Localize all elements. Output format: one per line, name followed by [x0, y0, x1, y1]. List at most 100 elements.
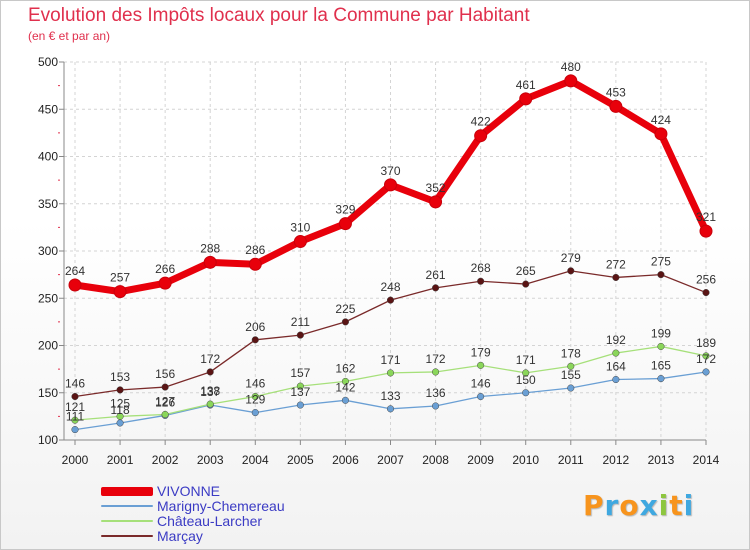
- data-point: [432, 402, 440, 410]
- data-label: 257: [110, 271, 130, 285]
- data-point: [113, 285, 127, 299]
- data-point: [71, 392, 79, 401]
- x-tick-label: 2009: [467, 453, 494, 467]
- data-label: 171: [516, 353, 536, 367]
- data-label: 321: [696, 210, 716, 224]
- data-point: [338, 217, 352, 231]
- data-label: 172: [696, 352, 716, 366]
- x-tick-label: 2005: [287, 453, 314, 467]
- data-label: 164: [606, 360, 626, 374]
- data-label: 172: [200, 352, 220, 366]
- data-point: [474, 129, 488, 143]
- data-point: [203, 255, 217, 269]
- data-label: 118: [111, 403, 130, 417]
- y-tick-label: 400: [38, 150, 58, 164]
- data-point: [341, 318, 349, 326]
- data-point: [477, 361, 485, 369]
- x-tick-label: 2002: [152, 453, 179, 467]
- data-label: 272: [606, 257, 626, 271]
- legend-label: VIVONNE: [157, 483, 221, 499]
- data-point: [68, 278, 82, 292]
- data-point: [386, 296, 395, 304]
- data-point: [296, 331, 304, 339]
- data-point: [519, 92, 533, 106]
- data-point: [116, 419, 124, 427]
- data-label: 286: [245, 243, 265, 257]
- data-label: 129: [245, 393, 265, 407]
- data-label: 264: [65, 264, 85, 278]
- x-tick-label: 2014: [693, 453, 720, 467]
- data-point: [341, 377, 349, 385]
- data-point: [432, 284, 440, 292]
- grid-lines: [64, 61, 707, 441]
- x-tick-label: 2001: [107, 453, 134, 467]
- data-point: [251, 392, 259, 401]
- data-point: [386, 405, 395, 413]
- data-label: 172: [426, 352, 446, 366]
- legend-swatch: [101, 520, 153, 522]
- data-point: [612, 349, 620, 357]
- data-point: [248, 257, 262, 271]
- data-point: [161, 410, 169, 419]
- data-point: [699, 224, 713, 238]
- data-point: [384, 178, 397, 192]
- data-labels: 264 257 266 288 286 310 329 370 352 422 461 480 453 4…: [65, 60, 716, 424]
- data-point: [564, 74, 578, 88]
- data-label: 157: [290, 366, 310, 380]
- data-label: 288: [200, 241, 220, 255]
- data-label: 138: [200, 384, 220, 398]
- legend-swatch: [101, 486, 153, 496]
- data-label: 206: [245, 320, 265, 334]
- x-tick-label: 2012: [603, 453, 630, 467]
- logo-letter: t: [669, 489, 684, 522]
- data-point: [206, 400, 214, 408]
- data-point: [657, 375, 665, 383]
- data-label: 111: [66, 410, 85, 424]
- x-tick-label: 2003: [197, 453, 224, 467]
- data-label: 127: [155, 394, 175, 408]
- data-point: [567, 362, 575, 370]
- data-label: 189: [696, 336, 716, 350]
- data-label: 125: [110, 396, 130, 410]
- data-point: [609, 99, 623, 113]
- legend-label: Château-Larcher: [157, 513, 263, 529]
- x-tick-label: 2000: [62, 453, 89, 467]
- data-point: [251, 409, 259, 417]
- data-label: 422: [471, 115, 491, 129]
- data-label: 480: [561, 60, 581, 74]
- data-label: 126: [155, 395, 175, 409]
- chart-title: Evolution des Impôts locaux pour la Comm…: [28, 5, 530, 26]
- x-tick-label: 2006: [332, 453, 359, 467]
- data-point: [206, 368, 214, 376]
- legend-label: Marçay: [157, 528, 203, 544]
- data-label: 178: [561, 346, 581, 360]
- data-point: [522, 280, 530, 288]
- logo-letter: x: [639, 489, 659, 522]
- y-tick-label: 250: [38, 291, 58, 305]
- logo-letter: i: [658, 489, 670, 522]
- data-label: 453: [606, 85, 626, 99]
- logo-letter: i: [683, 489, 695, 522]
- data-label: 329: [335, 203, 355, 217]
- data-point: [657, 342, 665, 350]
- y-tick-label: 300: [38, 244, 58, 258]
- data-label: 155: [561, 368, 581, 382]
- data-label: 150: [516, 373, 536, 387]
- y-tick-label: 200: [38, 339, 58, 353]
- data-point: [702, 368, 710, 376]
- data-label: 370: [380, 164, 400, 178]
- y-tick-label: 450: [38, 102, 58, 116]
- data-label: 146: [245, 377, 265, 391]
- data-point: [116, 412, 124, 420]
- data-label: 211: [291, 315, 310, 329]
- x-tick-label: 2013: [648, 453, 675, 467]
- data-label: 265: [516, 264, 536, 278]
- data-point: [71, 426, 79, 434]
- data-point: [522, 369, 530, 377]
- y-tick-label: 100: [38, 433, 58, 447]
- data-label: 256: [696, 273, 716, 287]
- proxiti-logo: Proxiti: [583, 489, 694, 522]
- data-label: 192: [606, 333, 626, 347]
- legend-swatch: [101, 535, 153, 537]
